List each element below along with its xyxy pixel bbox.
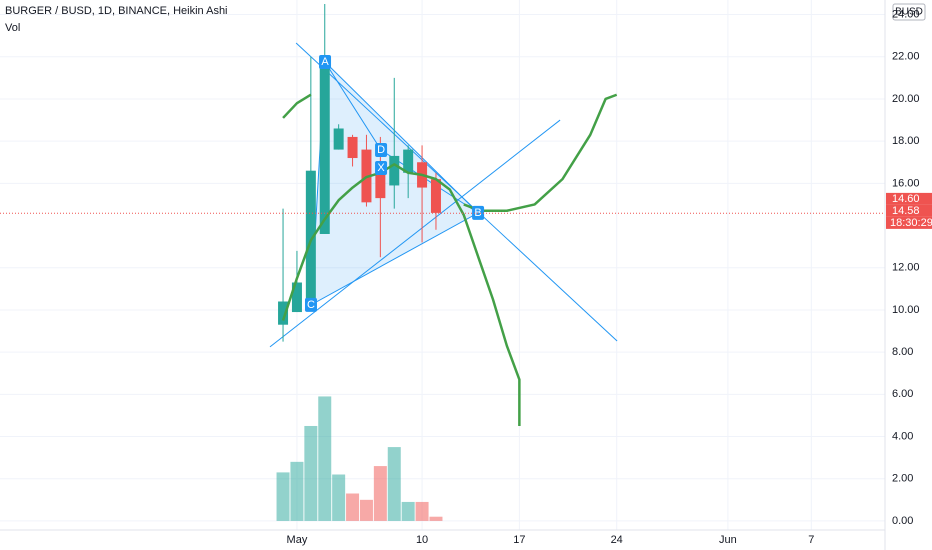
- pattern-point-badge: [319, 55, 332, 70]
- pattern-point-label: A: [321, 56, 329, 68]
- moving-average-line: [463, 93, 618, 213]
- candle-body: [403, 149, 414, 173]
- volume-bar: [401, 501, 415, 521]
- x-tick-label: 24: [611, 534, 623, 546]
- x-tick-label: May: [287, 534, 308, 546]
- pattern-point-badge: [375, 160, 388, 175]
- moving-average-line: [281, 163, 521, 426]
- pattern-point-badge: [472, 205, 485, 220]
- volume-legend: Vol: [5, 22, 20, 34]
- volume-bar: [304, 425, 318, 521]
- candle-body: [389, 155, 400, 186]
- x-tick-label: 10: [416, 534, 428, 546]
- pattern-point-badge: [304, 297, 317, 312]
- chart-title: BURGER / BUSD, 1D, BINANCE, Heikin Ashi: [5, 5, 228, 17]
- volume-bar: [346, 493, 360, 521]
- candle-body: [375, 162, 386, 199]
- countdown-bg: [886, 216, 932, 229]
- currency-badge[interactable]: [892, 3, 926, 21]
- volume-bar: [415, 501, 429, 521]
- x-tick-label: 7: [808, 534, 814, 546]
- y-tick-label: 22.00: [892, 51, 920, 63]
- trend-line: [295, 42, 618, 342]
- trend-line: [269, 119, 561, 348]
- y-tick-label: 10.00: [892, 304, 920, 316]
- countdown-label: 18:30:29: [890, 217, 932, 229]
- volume-bar: [290, 461, 304, 521]
- price-label: 14.58: [892, 205, 920, 217]
- price-label-bg: [886, 204, 932, 217]
- y-tick-label: 2.00: [892, 473, 913, 485]
- candle-body: [333, 128, 344, 150]
- candle-body: [278, 301, 289, 325]
- price-label: 14.60: [892, 193, 920, 205]
- y-tick-label: 0.00: [892, 515, 913, 527]
- pattern-point-label: D: [377, 144, 385, 156]
- candle-body: [319, 60, 330, 234]
- candle-body: [430, 179, 441, 213]
- volume-bar: [429, 516, 443, 521]
- price-label-bg: [886, 192, 932, 205]
- candle-body: [291, 282, 302, 313]
- volume-bar: [318, 396, 332, 521]
- pattern-point-badge: [375, 143, 388, 158]
- y-tick-label: 8.00: [892, 346, 913, 358]
- y-tick-label: 4.00: [892, 430, 913, 442]
- volume-bar: [387, 447, 401, 521]
- pattern-point-label: C: [307, 299, 315, 311]
- y-tick-label: 20.00: [892, 93, 920, 105]
- x-tick-label: Jun: [719, 534, 737, 546]
- x-tick-label: 17: [513, 534, 525, 546]
- y-tick-label: 16.00: [892, 177, 920, 189]
- currency-label[interactable]: BUSD: [895, 7, 923, 18]
- pattern-point-label: B: [474, 207, 481, 219]
- y-tick-label: 18.00: [892, 135, 920, 147]
- y-tick-label: 24.00: [892, 8, 920, 20]
- y-tick-label: 12.00: [892, 262, 920, 274]
- volume-bar: [276, 472, 290, 521]
- volume-bar: [359, 499, 373, 521]
- candle-body: [347, 136, 358, 159]
- y-tick-label: 6.00: [892, 388, 913, 400]
- moving-average-line: [282, 93, 312, 119]
- volume-bar: [373, 466, 387, 521]
- pattern-point-label: X: [377, 162, 385, 174]
- volume-bar: [332, 474, 346, 521]
